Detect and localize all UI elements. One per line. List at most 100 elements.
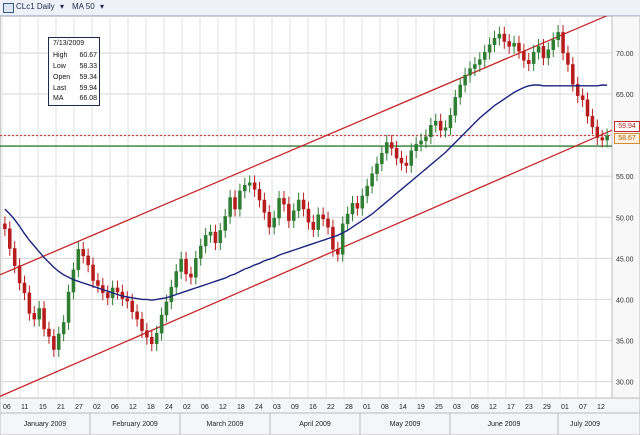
- candle-body: [370, 173, 374, 187]
- candle-body: [145, 330, 149, 338]
- candle: [497, 26, 502, 46]
- x-tick-label: 02: [93, 404, 101, 411]
- candle: [164, 294, 169, 323]
- candle: [282, 190, 286, 212]
- candle: [409, 143, 414, 173]
- candle: [105, 285, 110, 306]
- tooltip-high-label: High: [53, 52, 68, 59]
- candle-body: [81, 249, 85, 257]
- x-tick-label: 27: [75, 404, 83, 411]
- candle: [115, 280, 120, 300]
- x-tick-label: 06: [3, 404, 11, 411]
- x-tick-label: 12: [597, 404, 605, 411]
- low-price-tag: 58.67: [614, 133, 640, 144]
- candle: [91, 257, 95, 288]
- candle-body: [595, 126, 600, 138]
- month-label: April 2009: [299, 421, 331, 428]
- candle-body: [433, 120, 438, 126]
- candle: [566, 45, 570, 72]
- candle: [336, 241, 340, 262]
- candle: [272, 210, 276, 235]
- candle: [468, 61, 472, 83]
- candle-body: [184, 258, 188, 275]
- x-tick-label: 22: [327, 404, 335, 411]
- candle-body: [154, 332, 159, 345]
- candle-body: [404, 162, 409, 166]
- x-tick-label: 12: [129, 404, 137, 411]
- candle-body: [590, 115, 595, 128]
- data-tooltip: 7/13/2009 High 60.67 Low 58.33 Open 59.34 L…: [48, 37, 100, 106]
- candle: [291, 203, 296, 228]
- x-tick-label: 08: [381, 404, 389, 411]
- candle: [370, 166, 374, 194]
- y-tick-label: 50.00: [616, 215, 634, 222]
- tooltip-ma-value: 66.08: [79, 95, 97, 102]
- y-tick-label: 55.00: [616, 174, 634, 181]
- candle: [419, 133, 423, 152]
- tooltip-last-value: 59.94: [79, 85, 97, 92]
- x-tick-label: 12: [489, 404, 497, 411]
- candle-body: [536, 46, 541, 53]
- candle: [154, 325, 159, 352]
- candle-body: [3, 223, 7, 230]
- candle-body: [22, 282, 27, 294]
- candle-body: [453, 97, 458, 116]
- candle-body: [512, 42, 516, 47]
- candle-body: [272, 217, 276, 228]
- candle-body: [140, 318, 144, 331]
- x-tick-label: 07: [579, 404, 587, 411]
- tooltip-ma-label: MA: [53, 95, 64, 102]
- plot-area: [0, 15, 613, 399]
- candle-body: [8, 228, 12, 249]
- x-tick-label: 03: [273, 404, 281, 411]
- indicator-selector[interactable]: MA 50: [72, 2, 95, 11]
- candle: [561, 25, 565, 61]
- candle: [326, 211, 330, 235]
- candle: [52, 328, 56, 357]
- candle-body: [208, 231, 213, 236]
- candle-body: [42, 308, 46, 330]
- candle-body: [365, 185, 369, 197]
- candle: [27, 285, 32, 321]
- candle: [32, 305, 37, 327]
- candle: [482, 44, 487, 67]
- candle-body: [541, 46, 546, 59]
- chevron-down-icon[interactable]: ▾: [60, 2, 65, 11]
- tooltip-date: 7/13/2009: [53, 40, 85, 47]
- candle: [306, 201, 311, 230]
- candle: [311, 214, 316, 237]
- upper-channel-line: [0, 12, 613, 276]
- x-tick-label: 09: [291, 404, 299, 411]
- candle: [448, 108, 453, 136]
- candle-body: [585, 99, 590, 117]
- candle-body: [61, 322, 66, 335]
- candle: [424, 129, 428, 149]
- candle: [233, 190, 237, 217]
- candle-body: [522, 51, 526, 61]
- month-label: June 2009: [488, 421, 521, 428]
- lower-channel-line: [0, 129, 613, 397]
- x-tick-label: 06: [201, 404, 209, 411]
- candle: [429, 117, 433, 145]
- candle: [512, 35, 516, 54]
- month-label: May 2009: [390, 421, 421, 428]
- candle-body: [203, 235, 208, 247]
- tooltip-open-label: Open: [53, 74, 71, 81]
- x-tick-label: 03: [453, 404, 461, 411]
- candle-body: [105, 292, 110, 299]
- candle-body: [282, 198, 286, 205]
- x-tick-label: 28: [345, 404, 353, 411]
- candle-body: [301, 199, 306, 210]
- candle-body: [17, 265, 22, 284]
- candle: [301, 192, 306, 217]
- candle-body: [561, 32, 565, 54]
- y-tick-label: 45.00: [616, 256, 634, 263]
- candle-body: [478, 59, 482, 65]
- candle-body: [316, 214, 321, 230]
- symbol-selector[interactable]: CLc1 Daily: [16, 2, 55, 11]
- candle: [536, 39, 541, 60]
- candle-body: [262, 199, 267, 213]
- tooltip-high-value: 60.67: [79, 52, 97, 59]
- chevron-down-icon[interactable]: ▾: [100, 2, 105, 11]
